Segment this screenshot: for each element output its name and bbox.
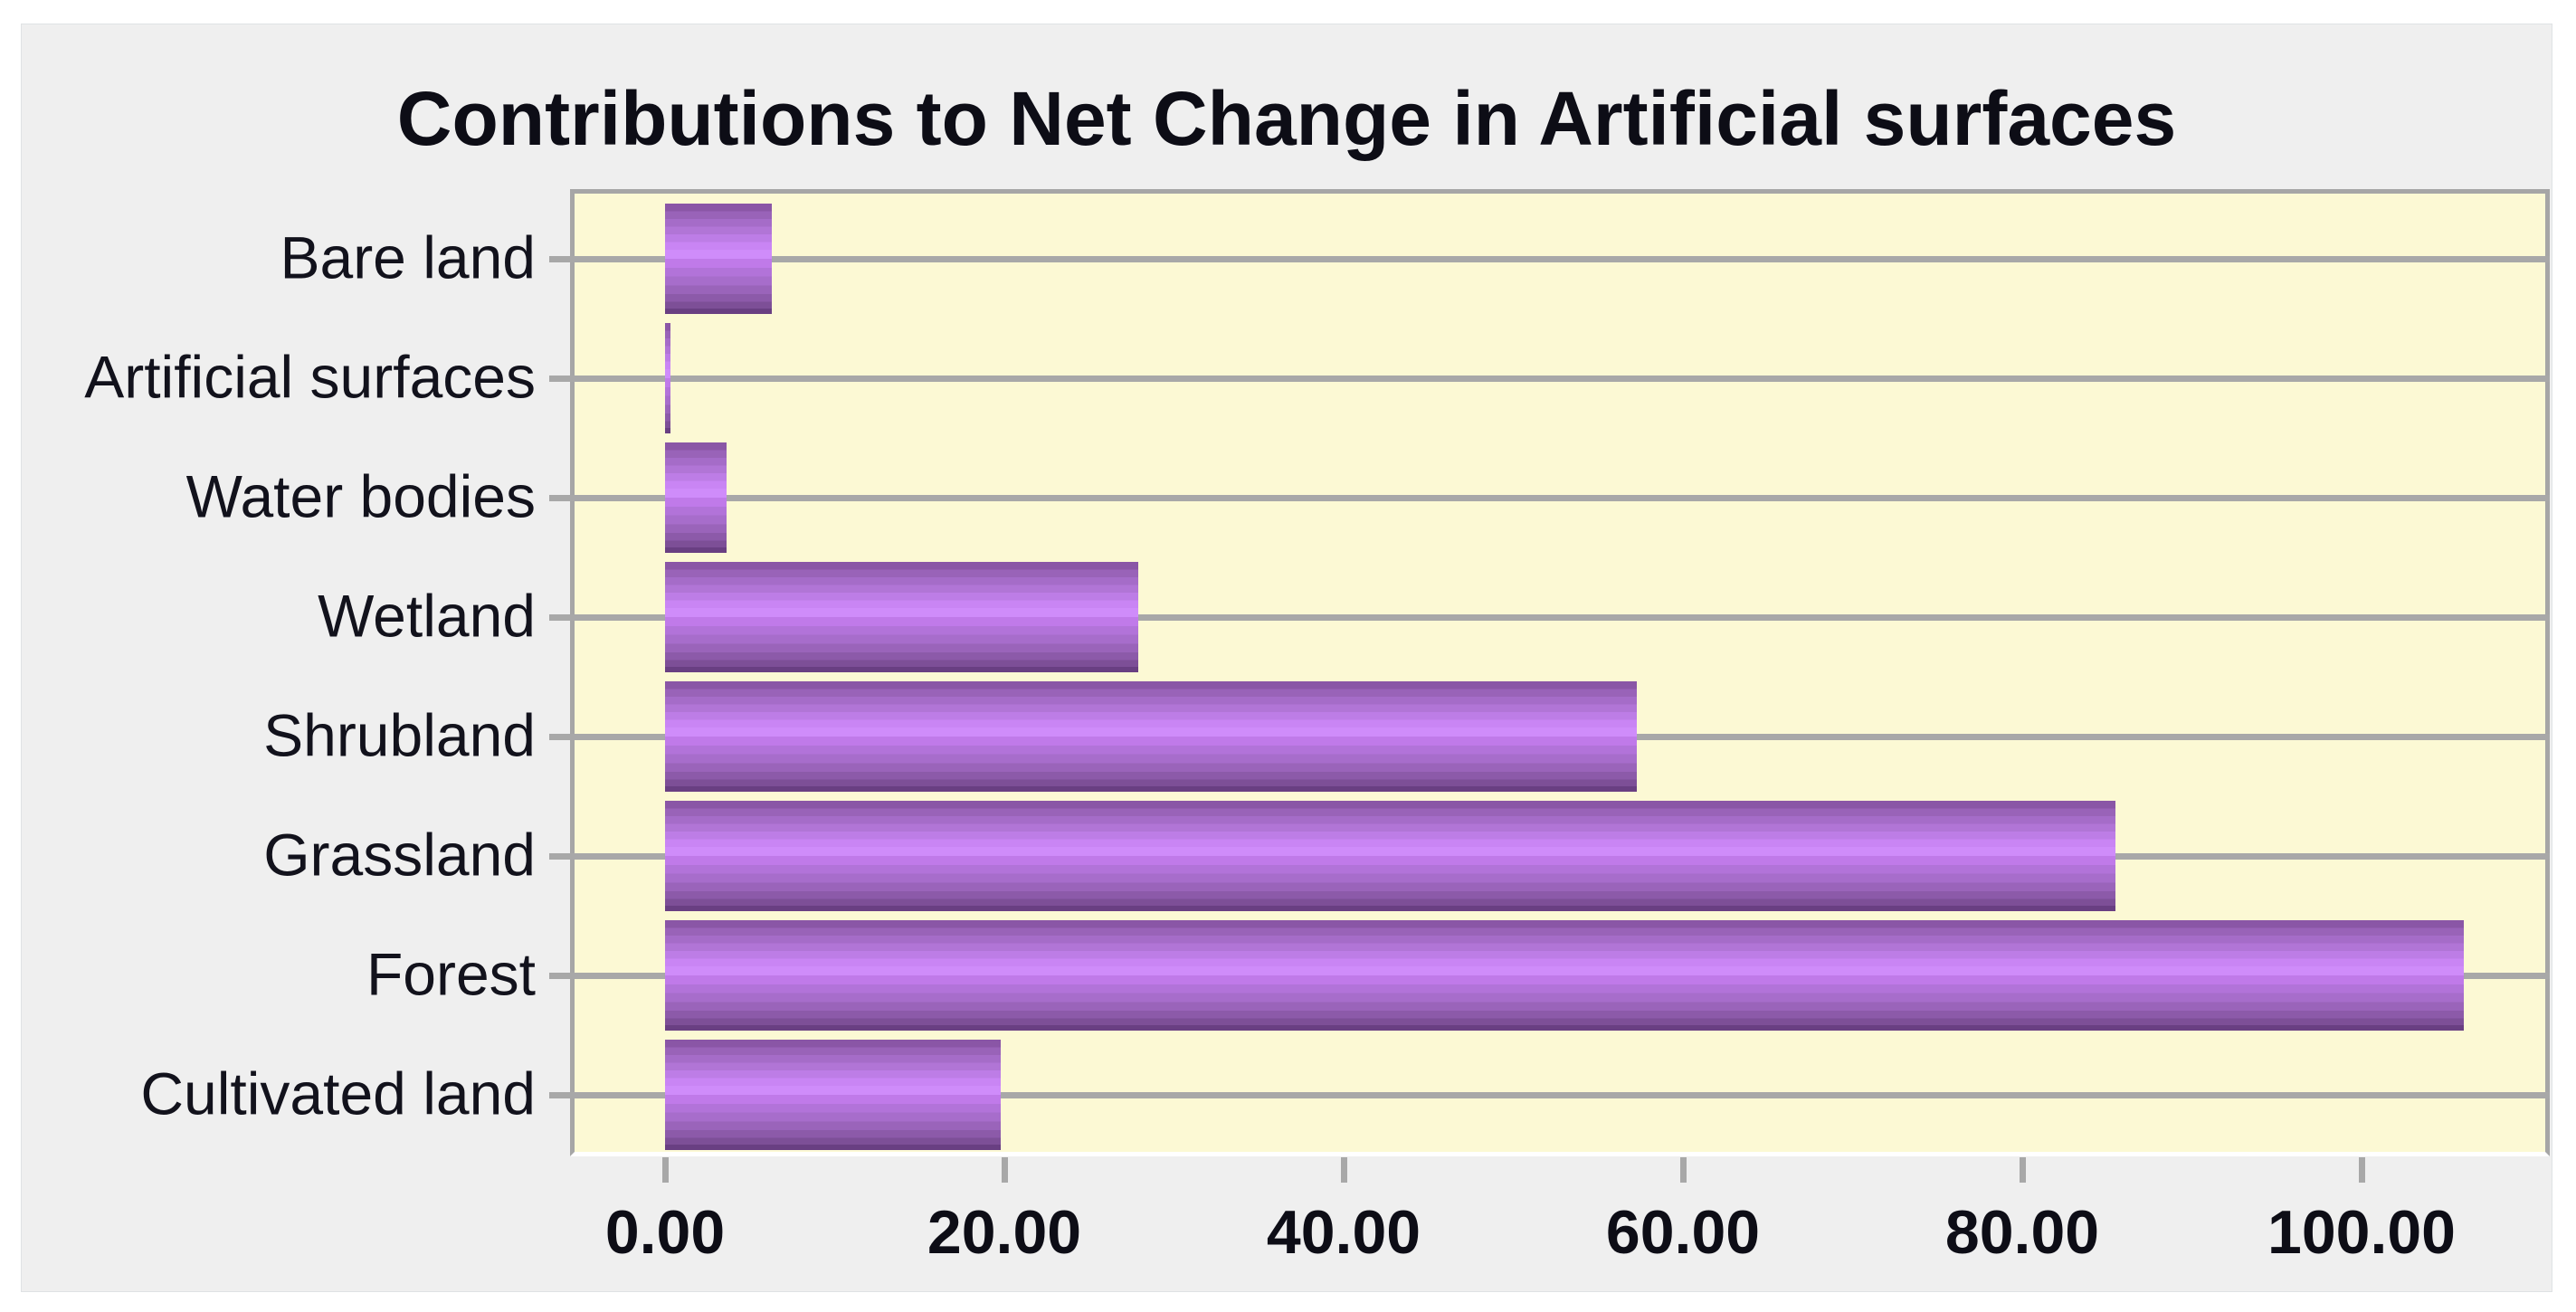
category-gridline <box>549 376 2550 382</box>
category-gridline <box>549 1092 2550 1098</box>
x-axis-tick <box>1680 1157 1687 1183</box>
bar <box>665 323 670 433</box>
bar <box>665 442 727 553</box>
x-axis-tick <box>1002 1157 1008 1183</box>
category-gridline <box>549 495 2550 501</box>
bar <box>665 920 2464 1031</box>
x-axis-tick-label: 0.00 <box>604 1198 726 1267</box>
y-axis-label: Water bodies <box>185 462 536 530</box>
x-axis-tick-label: 60.00 <box>1605 1198 1761 1267</box>
bar <box>665 562 1139 672</box>
y-axis-label: Cultivated land <box>140 1060 536 1127</box>
y-axis-label: Bare land <box>280 223 536 291</box>
x-axis-tick <box>2359 1157 2365 1183</box>
bar <box>665 1040 1002 1150</box>
x-axis-tick <box>662 1157 669 1183</box>
chart-title: Contributions to Net Change in Artificia… <box>396 76 2177 161</box>
category-gridline <box>549 614 2550 621</box>
y-axis-label: Grassland <box>263 821 536 889</box>
y-axis-label: Wetland <box>318 582 536 650</box>
x-axis-tick <box>2020 1157 2026 1183</box>
bar <box>665 204 773 314</box>
x-axis-tick-label: 80.00 <box>1944 1198 2100 1267</box>
category-gridline <box>549 256 2550 262</box>
plot-area <box>549 189 2550 1156</box>
x-axis-tick <box>1341 1157 1347 1183</box>
y-axis-label: Forest <box>366 940 536 1008</box>
chart-widget: Contributions to Net Change in Artificia… <box>22 24 2552 1291</box>
bar <box>665 681 1638 792</box>
bar <box>665 801 2116 911</box>
x-axis-tick-label: 20.00 <box>927 1198 1082 1267</box>
x-axis-tick-label: 100.00 <box>2267 1198 2456 1267</box>
x-axis-tick-label: 40.00 <box>1266 1198 1421 1267</box>
y-axis-label: Shrubland <box>263 701 536 769</box>
y-axis-label: Artificial surfaces <box>84 343 536 411</box>
